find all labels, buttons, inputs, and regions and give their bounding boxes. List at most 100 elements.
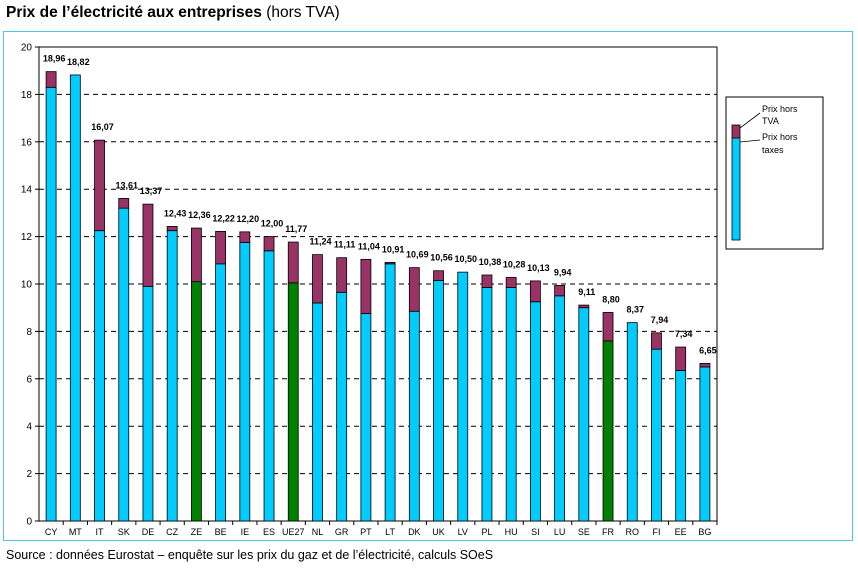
x-tick-label: IE [241, 527, 250, 537]
bar-prix-hors-tva [190, 227, 202, 283]
chart-frame [3, 31, 853, 541]
bar-prix-hors-taxes [626, 322, 638, 522]
legend-box [725, 96, 824, 250]
bar-prix-hors-taxes [602, 340, 614, 522]
x-tick-label: LV [458, 527, 468, 537]
bar-prix-hors-tva [602, 312, 614, 342]
bar-prix-hors-taxes [336, 291, 348, 522]
bar-prix-hors-tva [118, 198, 130, 209]
bar-prix-hors-taxes [554, 295, 566, 522]
y-tick-label: 18 [21, 90, 33, 101]
data-label: 12,00 [261, 219, 284, 229]
data-label: 10,69 [406, 250, 429, 260]
data-label: 10,56 [430, 253, 453, 263]
bar-prix-hors-taxes [505, 287, 517, 522]
x-tick-label: GR [335, 527, 349, 537]
bar-prix-hors-taxes [263, 250, 275, 522]
bar-prix-hors-tva [675, 346, 687, 371]
data-label: 11,24 [309, 237, 331, 247]
bar-prix-hors-taxes [578, 307, 590, 522]
y-tick-label: 10 [21, 280, 33, 291]
bar-prix-hors-tva [239, 231, 251, 243]
bar-prix-hors-tva [433, 270, 444, 281]
bar-prix-hors-taxes [481, 287, 493, 522]
bar-prix-hors-tva [45, 71, 57, 88]
data-label: 11,11 [334, 240, 356, 250]
x-tick-label: UK [432, 527, 445, 537]
bar-prix-hors-tva [481, 274, 493, 288]
bar-prix-hors-tva [554, 285, 566, 297]
x-tick-label: HU [505, 527, 518, 537]
bar-prix-hors-tva [287, 241, 299, 284]
y-tick-label: 2 [26, 469, 32, 480]
x-tick-label: CY [45, 527, 58, 537]
x-tick-label: RO [626, 527, 640, 537]
bar-prix-hors-taxes [215, 263, 227, 522]
bar-prix-hors-taxes [166, 230, 178, 522]
bar-prix-hors-tva [312, 254, 323, 304]
source-note: Source : données Eurostat – enquête sur … [6, 548, 494, 562]
bar-prix-hors-taxes [118, 207, 130, 522]
data-label: 10,50 [454, 254, 477, 264]
data-label: 16,07 [91, 122, 114, 132]
y-tick-label: 8 [26, 327, 32, 338]
x-tick-label: BG [698, 527, 711, 537]
chart-title-suffix: (hors TVA) [266, 4, 340, 21]
bar-prix-hors-taxes [45, 86, 57, 522]
y-tick-label: 6 [26, 374, 32, 385]
bar-prix-hors-taxes [457, 271, 469, 522]
data-label: 18,82 [67, 57, 90, 67]
data-label: 9,11 [578, 287, 595, 297]
legend-label-taxes: Prix hors [762, 132, 798, 142]
data-label: 10,91 [382, 244, 405, 254]
bar-prix-hors-tva [408, 267, 420, 312]
data-label: 6,65 [699, 345, 717, 355]
legend-swatch-tva [731, 124, 741, 139]
data-label: 7,94 [651, 315, 669, 325]
y-tick-label: 14 [21, 185, 33, 196]
data-label: 12,20 [237, 214, 260, 224]
x-tick-label: PL [481, 527, 492, 537]
y-tick-label: 12 [21, 232, 33, 243]
x-tick-label: LU [554, 527, 566, 537]
bar-prix-hors-tva [166, 226, 178, 232]
x-tick-label: LT [385, 527, 395, 537]
x-tick-label: ZE [191, 527, 203, 537]
data-label: 10,28 [503, 259, 526, 269]
bar-prix-hors-taxes [312, 302, 323, 522]
x-tick-label: DK [408, 527, 421, 537]
x-tick-label: EE [675, 527, 687, 537]
bar-prix-hors-taxes [142, 285, 154, 522]
bar-prix-hors-tva [651, 332, 662, 350]
bar-prix-hors-taxes [384, 263, 396, 522]
bar-prix-hors-taxes [287, 282, 299, 522]
bar-prix-hors-tva [336, 257, 348, 293]
bar-prix-hors-taxes [651, 348, 662, 522]
data-label: 10,13 [527, 263, 550, 273]
data-label: 12,43 [164, 208, 187, 218]
bar-prix-hors-taxes [529, 301, 541, 522]
bar-prix-hors-tva [142, 203, 154, 287]
legend-leader-taxes [739, 139, 761, 143]
bar-prix-hors-tva [215, 230, 227, 265]
x-tick-label: BE [215, 527, 227, 537]
x-tick-label: ES [263, 527, 275, 537]
chart-title: Prix de l’électricité aux entreprises (h… [6, 4, 340, 22]
x-tick-label: DE [142, 527, 155, 537]
y-tick-label: 20 [21, 43, 33, 54]
legend-leader-tva [739, 112, 761, 129]
bar-prix-hors-tva [505, 276, 517, 288]
data-label: 9,94 [554, 267, 572, 277]
bar-prix-hors-tva [529, 280, 541, 303]
data-label: 12,22 [212, 213, 235, 223]
bar-prix-hors-taxes [69, 74, 81, 522]
bar-prix-hors-tva [699, 362, 711, 368]
x-tick-label: NL [312, 527, 324, 537]
data-label: 8,37 [626, 305, 644, 315]
bar-prix-hors-taxes [433, 280, 444, 522]
bar-prix-hors-tva [360, 258, 372, 315]
x-tick-label: PT [360, 527, 372, 537]
x-tick-label: UE27 [282, 527, 305, 537]
bar-prix-hors-tva [263, 236, 275, 252]
